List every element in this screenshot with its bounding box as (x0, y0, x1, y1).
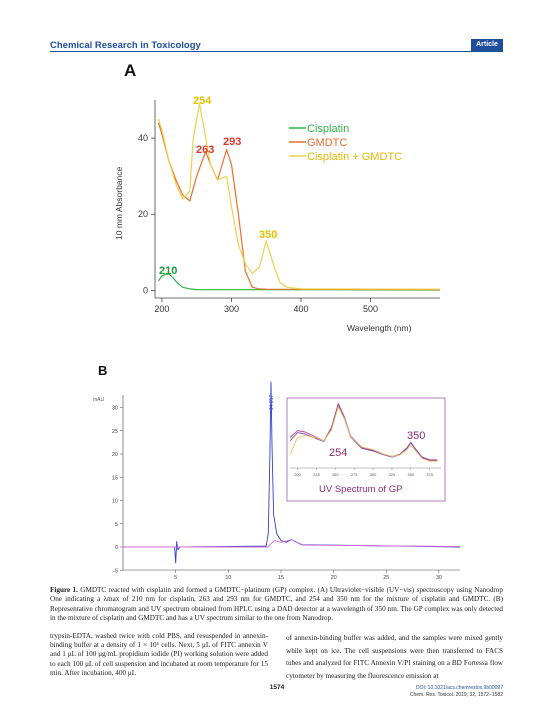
header-rule (50, 51, 503, 52)
figure-b-ytick-label: 15 (112, 475, 118, 481)
legend-cisplatin: Cisplatin (307, 123, 349, 135)
figure-b-xtick-label: 10 (225, 575, 231, 581)
caption-text: GMDTC reacted with cisplatin and formed … (50, 586, 503, 623)
legend-gmdtc: GMDTC (307, 137, 347, 149)
figure-a-line-cisplatin-gmdtc (157, 103, 441, 290)
figure-a-xtick-label: 500 (363, 304, 378, 314)
figure-a-line-cisplatin (158, 273, 441, 291)
figure-a-xtick-label: 300 (224, 304, 239, 314)
inset-xtick-label: 350 (407, 472, 414, 477)
figure-b-ytick-label: 5 (115, 522, 118, 528)
figure-b-ytick-label: 10 (112, 499, 118, 505)
inset-peak-350: 350 (407, 430, 425, 442)
figure-b-xtick-label: 30 (436, 575, 442, 581)
figure-b-ytick-label: 20 (112, 452, 118, 458)
figure-b-line-2 (123, 539, 461, 548)
peak-label-350: 350 (259, 229, 277, 241)
footer-citation: DOI: 10.1021/acs.chemrestox.9b00097 Chem… (410, 685, 503, 698)
figure-a-ytick-label: 40 (138, 133, 148, 143)
figure-a-legend: Cisplatin GMDTC Cisplatin + GMDTC (289, 123, 402, 163)
figure-b-xtick-label: 25 (383, 575, 389, 581)
inset-xtick-label: 225 (313, 472, 320, 477)
inset-xtick-label: 375 (426, 472, 433, 477)
journal-title: Chemical Research in Toxicology (50, 40, 201, 51)
article-badge: Article (471, 39, 503, 51)
figure-a-ytick-label: 20 (138, 209, 148, 219)
figure-b-ytick-label: -5 (113, 568, 118, 574)
figure-a-xtick-label: 400 (293, 304, 308, 314)
figure-b-y-unit: mAU (93, 397, 105, 403)
figure-b-ytick-label: 0 (115, 545, 118, 551)
figure-b-xtick-label: 20 (331, 575, 337, 581)
body-column-left: trypsin-EDTA, washed twice with cold PBS… (50, 632, 268, 677)
figure-a-xtick-label: 200 (154, 304, 169, 314)
figure-b-ytick-label: 25 (112, 429, 118, 435)
body-column-right: of annexin-binding buffer was added, and… (286, 634, 503, 680)
peak-label-210: 210 (159, 265, 177, 277)
inset-peak-254: 254 (329, 447, 347, 459)
figure-a-xlabel: Wavelength (nm) (347, 323, 412, 333)
inset-line-2 (289, 404, 438, 461)
uv-inset: 200 225 250 275 300 325 350 375 254 350 UV Spec… (286, 397, 446, 502)
caption-label: Figure 1. (50, 586, 78, 594)
inset-xtick-label: 275 (351, 472, 358, 477)
inset-xtick-label: 200 (294, 472, 301, 477)
figure-a: A 200 300 400 500 0 20 40 10 mm Absorbance Wav… (114, 61, 441, 333)
panel-label-a: A (124, 61, 136, 80)
inset-xtick-label: 250 (332, 472, 339, 477)
figure-b: B mAU 5 10 15 20 25 30 -5 0 5 10 15 20 25 30 14.057 2… (93, 363, 461, 581)
citation-text: Chem. Res. Toxicol. 2019, 32, 1572−1582 (409, 691, 503, 698)
inset-title: UV Spectrum of GP (319, 484, 402, 495)
peak-label-263: 263 (196, 144, 214, 156)
figure-a-axes (154, 100, 440, 299)
page-number: 1574 (269, 684, 285, 691)
figure-b-xtick-label: 5 (174, 575, 177, 581)
peak-label-293: 293 (223, 136, 241, 148)
inset-xtick-label: 325 (389, 472, 396, 477)
figure-a-ylabel: 10 mm Absorbance (114, 166, 124, 240)
legend-mix: Cisplatin + GMDTC (307, 151, 402, 163)
figure-b-xtick-label: 15 (278, 575, 284, 581)
figure-b-ytick-label: 30 (112, 406, 118, 412)
panel-label-b: B (98, 363, 107, 378)
peak-label-254: 254 (193, 95, 212, 107)
figure-b-peak-label: 14.057 (269, 395, 275, 411)
inset-line-3 (289, 406, 438, 462)
figure-a-ytick-label: 0 (143, 285, 148, 295)
figure-caption: Figure 1. GMDTC reacted with cisplatin a… (50, 586, 503, 624)
doi-link[interactable]: DOI: 10.1021/acs.chemrestox.9b00097 (416, 685, 503, 691)
inset-xtick-label: 300 (370, 472, 377, 477)
